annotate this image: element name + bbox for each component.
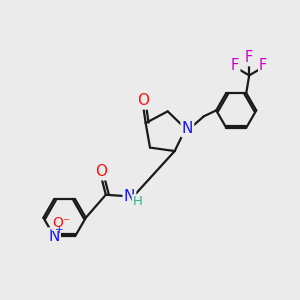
Text: O⁻: O⁻ <box>52 216 71 230</box>
Text: O: O <box>137 94 149 109</box>
Text: F: F <box>259 58 267 73</box>
Text: F: F <box>231 58 239 73</box>
Text: N: N <box>48 229 60 244</box>
Text: N: N <box>124 189 135 204</box>
Text: F: F <box>245 50 253 65</box>
Text: +: + <box>55 225 64 235</box>
Text: N: N <box>182 121 193 136</box>
Text: O: O <box>95 164 107 179</box>
Text: H: H <box>132 195 142 208</box>
